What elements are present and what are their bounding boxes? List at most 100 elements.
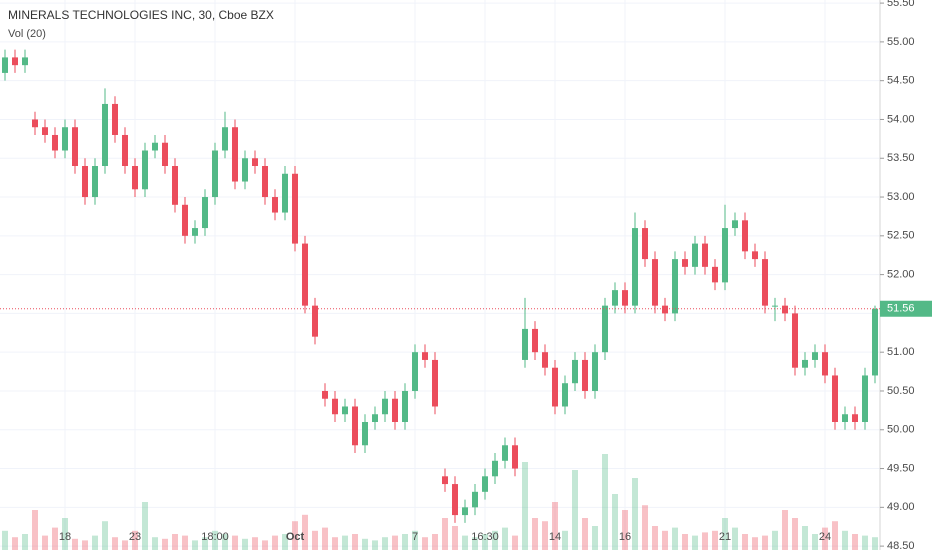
y-tick-label: 53.50 xyxy=(887,152,915,164)
candle-body xyxy=(552,367,558,407)
volume-bar xyxy=(302,514,308,550)
candle-body xyxy=(852,414,858,423)
volume-bar xyxy=(82,540,88,550)
volume-bar xyxy=(582,518,588,550)
volume-bar xyxy=(12,537,18,550)
candle-body xyxy=(582,359,588,391)
volume-bar xyxy=(452,526,458,550)
candle-body xyxy=(432,359,438,407)
candle-body xyxy=(32,119,38,128)
volume-bar xyxy=(402,534,408,550)
volume-bar xyxy=(732,527,738,550)
volume-bar xyxy=(522,462,528,550)
volume-bar xyxy=(572,470,578,550)
candle-body xyxy=(22,57,28,66)
x-tick-label: 16 xyxy=(619,531,631,543)
x-tick-label: 23 xyxy=(129,531,141,543)
candle-body xyxy=(492,460,498,477)
volume-bar xyxy=(262,540,268,550)
y-tick-label: 54.00 xyxy=(887,113,915,125)
candle-body xyxy=(382,398,388,415)
candle-body xyxy=(302,243,308,306)
candle-body xyxy=(812,352,818,360)
candle-body xyxy=(72,127,78,167)
candle-body xyxy=(792,313,798,368)
x-tick-label: 16:30 xyxy=(471,531,499,543)
volume-bar xyxy=(762,535,768,550)
volume-bar xyxy=(842,530,848,550)
candle-body xyxy=(602,305,608,353)
candle-body xyxy=(102,103,108,167)
candle-body xyxy=(832,375,838,423)
volume-bar xyxy=(752,537,758,550)
volume-title: Vol (20) xyxy=(8,28,46,40)
volume-bar xyxy=(352,534,358,550)
y-tick-label: 48.50 xyxy=(887,540,915,550)
volume-bar xyxy=(412,530,418,550)
volume-bar xyxy=(642,505,648,550)
volume-bars xyxy=(2,454,878,550)
candle-body xyxy=(312,305,318,337)
candle-body xyxy=(272,197,278,213)
candle-body xyxy=(502,445,508,461)
volume-bar xyxy=(22,534,28,550)
candle-body xyxy=(252,158,258,167)
volume-bar xyxy=(872,537,878,550)
candle-body xyxy=(292,173,298,244)
volume-bar xyxy=(682,534,688,550)
grid xyxy=(0,0,880,550)
volume-bar xyxy=(612,494,618,550)
volume-bar xyxy=(202,537,208,550)
candle-body xyxy=(192,228,198,236)
candle-body xyxy=(772,305,778,307)
y-tick-label: 52.50 xyxy=(887,230,915,242)
volume-bar xyxy=(312,530,318,550)
volume-bar xyxy=(652,526,658,550)
candle-body xyxy=(182,204,188,236)
candle-body xyxy=(632,228,638,306)
volume-bar xyxy=(102,521,108,550)
candle-body xyxy=(612,290,618,306)
candle-body xyxy=(592,352,598,391)
volume-bar xyxy=(462,535,468,550)
candle-body xyxy=(222,127,228,151)
volume-bar xyxy=(162,538,168,550)
volume-bar xyxy=(772,530,778,550)
volume-bar xyxy=(42,535,48,550)
volume-bar xyxy=(52,527,58,550)
volume-bar xyxy=(542,521,548,550)
volume-bar xyxy=(742,534,748,550)
volume-bar xyxy=(172,534,178,550)
candle-body xyxy=(12,57,18,66)
volume-bar xyxy=(812,534,818,550)
volume-bar xyxy=(242,538,248,550)
candle-body xyxy=(372,414,378,423)
candle-body xyxy=(562,383,568,407)
x-tick-label: 14 xyxy=(549,531,561,543)
candle-body xyxy=(452,484,458,516)
volume-bar xyxy=(852,534,858,550)
volume-bar xyxy=(332,537,338,550)
y-tick-label: 55.50 xyxy=(887,0,915,9)
chart-title: MINERALS TECHNOLOGIES INC, 30, Cboe BZX xyxy=(8,8,274,22)
y-tick-label: 51.00 xyxy=(887,346,915,358)
candle-body xyxy=(332,398,338,415)
volume-bar xyxy=(502,527,508,550)
volume-bar xyxy=(422,537,428,550)
candle-body xyxy=(402,390,408,423)
candle-body xyxy=(132,166,138,190)
volume-bar xyxy=(592,526,598,550)
candle-body xyxy=(712,266,718,283)
candle-body xyxy=(92,166,98,198)
volume-bar xyxy=(792,518,798,550)
volume-bar xyxy=(232,535,238,550)
volume-bar xyxy=(372,540,378,550)
candle-body xyxy=(422,352,428,360)
volume-bar xyxy=(132,530,138,550)
volume-bar xyxy=(482,534,488,550)
candle-body xyxy=(732,220,738,229)
x-tick-label: 18:00 xyxy=(201,531,229,543)
volume-bar xyxy=(222,534,228,550)
candle-body xyxy=(202,197,208,229)
